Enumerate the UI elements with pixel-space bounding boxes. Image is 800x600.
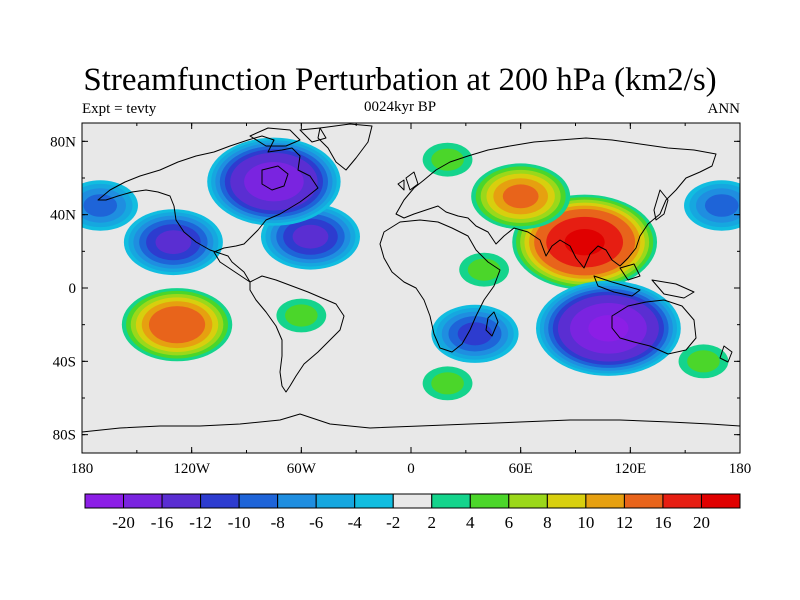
- contour-level: [244, 161, 304, 202]
- colorbar-label: -4: [348, 513, 363, 532]
- x-tick-label: 180: [71, 461, 94, 477]
- colorbar-labels: -20 -16 -12 -10 -8 -6 -4 -2 2 4 6 8 10 12 16 20: [112, 513, 710, 532]
- field-feature-4: [684, 180, 740, 231]
- x-tick-label: 120E: [614, 461, 646, 477]
- colorbar-swatch: [84, 493, 125, 509]
- colorbar: [84, 493, 741, 509]
- field-feature-2: [207, 137, 341, 226]
- contour-level: [148, 306, 206, 344]
- colorbar-label: -8: [271, 513, 285, 532]
- contour-level: [687, 350, 720, 373]
- field-feature-10: [422, 366, 473, 401]
- colorbar-swatch: [161, 493, 202, 509]
- colorbar-label: 6: [505, 513, 514, 532]
- coastline-africa: [379, 219, 501, 353]
- colorbar-label: -2: [386, 513, 400, 532]
- y-tick-label: 0: [69, 281, 77, 297]
- contour-level: [704, 194, 739, 217]
- colorbar-swatch: [123, 493, 163, 509]
- colorbar-label: -16: [151, 513, 174, 532]
- colorbar-swatch: [354, 493, 394, 509]
- x-tick-label: 60E: [509, 461, 533, 477]
- field-feature-11: [422, 142, 473, 177]
- contour-level: [588, 315, 629, 342]
- contour-level: [155, 230, 192, 255]
- colorbar-swatch: [277, 493, 317, 509]
- map-panel: [82, 123, 740, 453]
- colorbar-swatch: [508, 493, 548, 509]
- field-feature-6: [471, 163, 571, 230]
- colorbar-swatch: [469, 493, 510, 509]
- field-feature-14: [276, 298, 327, 333]
- coastline-madagascar: [485, 311, 499, 337]
- coastline-australia: [611, 299, 697, 355]
- coastline-new-zealand: [719, 345, 733, 363]
- contour-level: [467, 258, 501, 281]
- coastline-hudson-bay: [261, 165, 289, 191]
- y-tick-label: 40N: [50, 208, 76, 224]
- colorbar-label: 8: [543, 513, 552, 532]
- colorbar-label: 20: [693, 513, 710, 532]
- colorbar-label: 4: [466, 513, 475, 532]
- coastline-north-america: [97, 135, 319, 283]
- colorbar-swatch: [238, 493, 279, 509]
- coastlines: [82, 123, 740, 433]
- field-feature-13: [678, 344, 729, 379]
- x-tick-label: 60W: [287, 461, 317, 477]
- field-feature-9: [431, 304, 519, 363]
- plot-title: Streamfunction Perturbation at 200 hPa (…: [83, 62, 717, 98]
- colorbar-swatch: [392, 493, 433, 509]
- colorbar-swatch: [315, 493, 356, 509]
- coastline-british-isles: [397, 171, 419, 191]
- map-axis-ticks: [81, 123, 741, 453]
- contour-level: [83, 194, 118, 217]
- colorbar-label: 10: [577, 513, 594, 532]
- contour-level: [431, 372, 464, 395]
- field-feature-8: [536, 280, 681, 376]
- coastline-indonesia: [593, 263, 695, 299]
- x-tick-label: 120W: [173, 461, 211, 477]
- colorbar-label: -6: [309, 513, 323, 532]
- colorbar-swatch: [585, 493, 625, 509]
- coastline-south-america: [249, 275, 345, 393]
- y-tick-label: 80S: [53, 428, 76, 444]
- y-tick-label: 40S: [53, 354, 76, 370]
- experiment-label: Expt = tevty: [82, 101, 157, 117]
- longitude-tick-labels: 180 120W 60W 0 60E 120E 180: [71, 461, 752, 477]
- contour-level: [457, 322, 493, 346]
- colorbar-label: -10: [228, 513, 251, 532]
- latitude-tick-labels: 80N 40N 0 40S 80S: [50, 134, 76, 443]
- colorbar-label: 12: [616, 513, 633, 532]
- colorbar-swatch: [546, 493, 587, 509]
- contour-level: [285, 304, 318, 327]
- colorbar-swatch: [200, 493, 240, 509]
- colorbar-label: 16: [654, 513, 671, 532]
- colorbar-label: -20: [112, 513, 135, 532]
- colorbar-swatch: [700, 493, 741, 509]
- colorbar-swatch: [431, 493, 471, 509]
- coastline-eurasia: [395, 137, 717, 269]
- coastline-japan: [653, 189, 669, 221]
- x-tick-label: 0: [407, 461, 415, 477]
- coastline-arctic-islands: [249, 127, 327, 147]
- coastline-antarctica: [82, 413, 740, 433]
- field-feature-0: [123, 209, 223, 276]
- colorbar-label: -12: [189, 513, 212, 532]
- colorbar-label: 2: [428, 513, 437, 532]
- contour-level: [431, 148, 464, 171]
- time-label: 0024kyr BP: [363, 99, 437, 115]
- season-label: ANN: [707, 101, 741, 117]
- y-tick-label: 80N: [50, 134, 76, 150]
- contour-level: [292, 224, 329, 249]
- field-feature-7: [121, 288, 233, 362]
- x-tick-label: 180: [729, 461, 752, 477]
- contour-level: [502, 184, 539, 209]
- colorbar-swatch: [662, 493, 702, 509]
- colorbar-swatch: [623, 493, 664, 509]
- coastline-greenland: [317, 123, 373, 171]
- contour-level: [564, 228, 605, 256]
